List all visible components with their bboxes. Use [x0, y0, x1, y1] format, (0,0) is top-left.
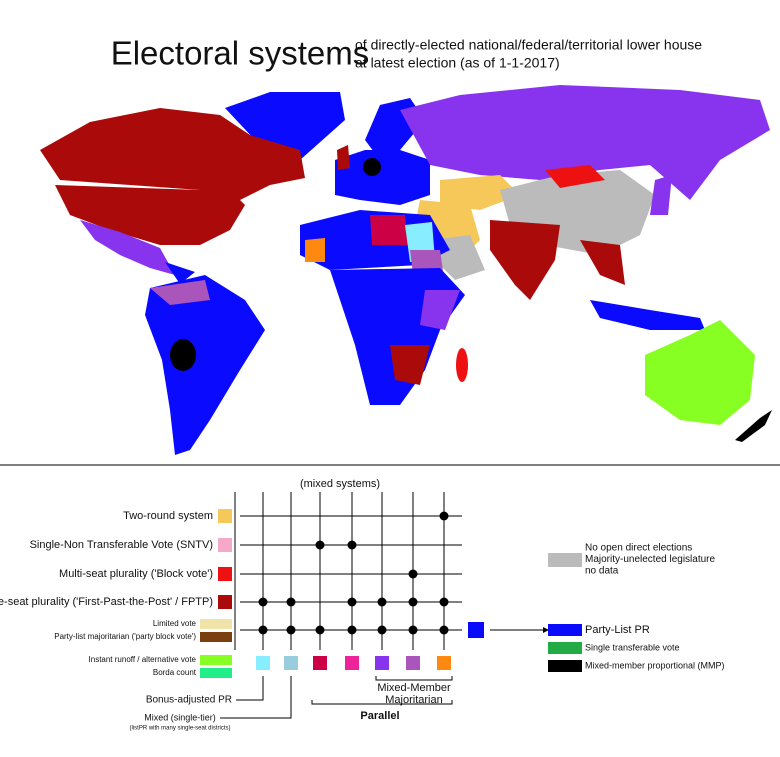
minor-label: Party-list majoritarian ('party block vo… — [54, 632, 196, 641]
venezuela — [150, 280, 210, 305]
mixed-swatch — [313, 656, 327, 670]
madagascar — [456, 348, 468, 382]
color-swatch — [548, 642, 582, 654]
russia — [400, 85, 770, 200]
junction-dot — [377, 597, 387, 607]
junction-dot — [377, 625, 387, 635]
bracket — [375, 676, 453, 681]
junction-dot — [286, 625, 296, 635]
color-swatch — [200, 632, 232, 642]
bolivia — [170, 339, 196, 371]
se-asia — [580, 240, 625, 285]
parallel-label: Parallel — [360, 710, 399, 722]
libya — [370, 215, 408, 245]
mexico — [80, 220, 175, 275]
germany — [363, 158, 381, 176]
mmm-label: Majoritarian — [385, 694, 442, 706]
south-america — [145, 275, 265, 455]
junction-dot — [408, 569, 418, 579]
africa-south — [330, 268, 465, 405]
color-swatch — [548, 660, 582, 672]
junction-dot — [408, 625, 418, 635]
minor-label: Instant runoff / alternative vote — [89, 655, 197, 664]
greenland — [225, 92, 345, 165]
color-swatch — [218, 595, 232, 609]
junction-dot — [258, 625, 268, 635]
row-label: Two-round system — [123, 510, 213, 522]
row-label: single-seat plurality ('First-Past-the-P… — [0, 596, 213, 608]
color-swatch — [548, 553, 582, 567]
legend: (mixed systems) Two-round system Single-No… — [0, 478, 725, 732]
junction-dot — [347, 625, 357, 635]
color-swatch — [200, 668, 232, 678]
bonus-label: Bonus-adjusted PR — [146, 695, 232, 706]
mixed-swatch — [256, 656, 270, 670]
japan — [650, 175, 672, 215]
pointer — [236, 676, 264, 701]
east-africa — [420, 290, 460, 330]
pointer — [220, 676, 292, 719]
other-label: No open direct elections — [585, 543, 692, 554]
minor-label: Limited vote — [153, 619, 197, 628]
single-tier-note: (listPR with many single-seat districts) — [129, 726, 230, 732]
minor-label: Borda count — [153, 668, 197, 677]
junction-dot — [347, 540, 357, 550]
title: Electoral systems — [111, 35, 370, 72]
junction-dot — [315, 540, 325, 550]
other-label: no data — [585, 566, 619, 577]
usa — [55, 185, 245, 245]
junction-dot — [315, 625, 325, 635]
southern-africa — [390, 345, 430, 385]
bracket — [311, 700, 453, 705]
new-zealand — [735, 410, 772, 442]
other-label: Majority-unelected legislature — [585, 554, 716, 565]
junction-dot — [439, 511, 449, 521]
mixed-swatch — [284, 656, 298, 670]
color-swatch — [200, 619, 232, 629]
west-africa — [305, 238, 325, 262]
right-label: Single transferable vote — [585, 642, 680, 652]
australia — [645, 320, 755, 425]
row-label: Single-Non Transferable Vote (SNTV) — [30, 539, 213, 551]
canada — [40, 108, 305, 200]
junction-dot — [258, 597, 268, 607]
subtitle-line: of directly-elected national/federal/ter… — [355, 37, 702, 53]
single-tier-label: Mixed (single-tier) — [144, 712, 216, 722]
junction-dot — [347, 597, 357, 607]
junction-dot — [439, 625, 449, 635]
mixed-swatch — [345, 656, 359, 670]
color-swatch — [218, 538, 232, 552]
arrow-head — [543, 627, 549, 633]
mixed-swatch — [375, 656, 389, 670]
central-asia — [440, 175, 520, 210]
color-swatch — [468, 622, 484, 638]
color-swatch — [548, 624, 582, 636]
right-label: Party-List PR — [585, 624, 650, 636]
mongolia — [545, 165, 605, 188]
right-label: Mixed-member proportional (MMP) — [585, 660, 725, 670]
world-map — [40, 85, 772, 455]
junction-dot — [286, 597, 296, 607]
uk — [337, 145, 350, 170]
mmm-label: Mixed-Member — [377, 682, 451, 694]
mixed-header: (mixed systems) — [300, 478, 380, 490]
color-swatch — [200, 655, 232, 665]
junction-dot — [439, 597, 449, 607]
mixed-swatch — [406, 656, 420, 670]
row-label: Multi-seat plurality ('Block vote') — [59, 568, 213, 580]
europe — [335, 150, 430, 205]
color-swatch — [218, 509, 232, 523]
mixed-swatch — [437, 656, 451, 670]
indonesia — [590, 300, 705, 330]
india — [490, 220, 560, 300]
color-swatch — [218, 567, 232, 581]
junction-dot — [408, 597, 418, 607]
central-america — [165, 262, 195, 284]
subtitle-line: at latest election (as of 1-1-2017) — [355, 55, 560, 71]
